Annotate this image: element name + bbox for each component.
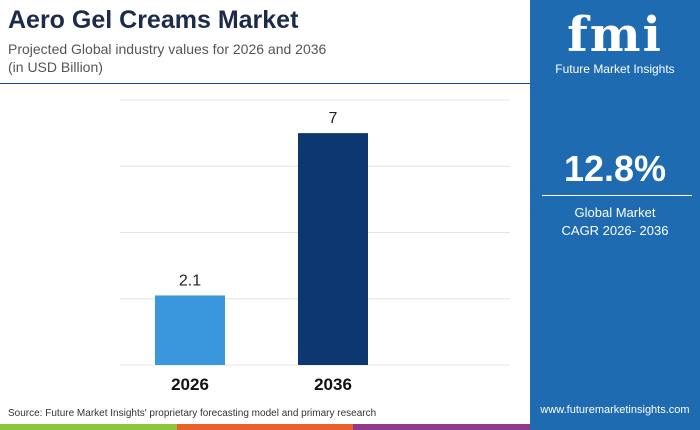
cagr-label-1: Global Market — [574, 205, 656, 220]
fmi-logo: fmi Future Market Insights — [530, 8, 700, 76]
bar-chart: 2.1 2026 7 2036 — [120, 99, 510, 394]
bar-2026 — [155, 295, 225, 365]
data-label: 2.1 — [179, 272, 201, 289]
chart-title: Aero Gel Creams Market — [8, 6, 299, 34]
x-tick-label: 2036 — [314, 375, 352, 394]
side-panel: fmi Future Market Insights 12.8% Global M… — [530, 0, 700, 430]
logo-mark: fmi — [567, 7, 663, 63]
cagr-value: 12.8% — [563, 148, 667, 189]
stripe-green — [0, 424, 177, 430]
logo-text: Future Market Insights — [555, 62, 675, 76]
panel-divider — [542, 195, 692, 196]
subtitle-line-1: Projected Global industry values for 202… — [8, 41, 327, 57]
bar-2036 — [298, 133, 368, 365]
color-stripe — [0, 424, 531, 430]
cagr-label-2: CAGR 2026- 2036 — [561, 223, 669, 238]
data-label: 7 — [329, 110, 338, 127]
cagr-label: Global Market CAGR 2026- 2036 — [530, 204, 700, 240]
stripe-orange — [176, 424, 354, 430]
website-link[interactable]: www.futuremarketinsights.com — [540, 404, 690, 416]
subtitle-line-2: (in USD Billion) — [8, 59, 103, 75]
stripe-purple — [353, 424, 531, 430]
source-note: Source: Future Market Insights' propriet… — [8, 408, 377, 419]
divider — [0, 83, 530, 84]
chart-subtitle: Projected Global industry values for 202… — [8, 40, 388, 76]
x-tick-label: 2026 — [171, 375, 209, 394]
